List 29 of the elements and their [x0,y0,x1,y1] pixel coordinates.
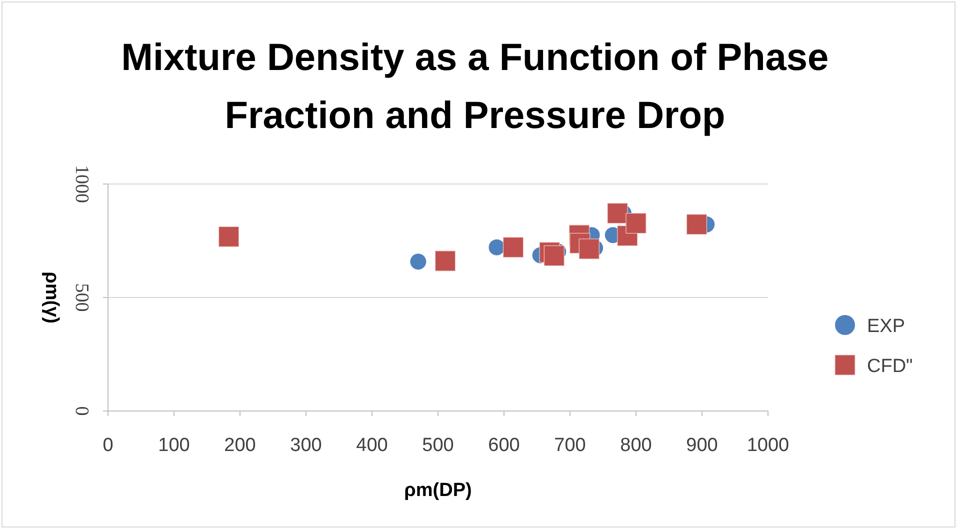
x-tick-label: 800 [620,435,652,456]
legend-label: EXP [867,316,906,337]
point [686,214,708,235]
y-axis-title: ρm(γ) [41,272,62,324]
point [578,238,600,260]
x-axis-title: ρm(DP) [404,480,472,501]
point [434,250,456,272]
point [607,202,628,224]
y-tick-label: 0 [71,406,92,416]
point [626,212,646,234]
point [544,245,564,266]
legend-label: CFD" [867,356,913,377]
y-tick-label: 1000 [71,165,92,203]
x-tick-label: 700 [554,435,586,456]
y-tick-label: 500 [71,283,92,312]
point [218,226,240,247]
chart-title: Mixture Density as a Function of Phase Fraction and Pressure Drop [121,37,829,137]
x-tick-label: 500 [422,435,454,456]
x-tick-label: 0 [102,435,114,456]
x-tick-label: 400 [356,435,388,456]
x-tick-label: 100 [158,435,190,456]
x-tick-label: 200 [224,435,256,456]
point [410,254,426,270]
point [488,239,505,256]
x-tick-label: 1000 [746,435,790,456]
x-tick-label: 900 [686,435,718,456]
point [502,237,524,258]
x-tick-label: 600 [488,435,520,456]
x-tick-label: 300 [290,435,322,456]
